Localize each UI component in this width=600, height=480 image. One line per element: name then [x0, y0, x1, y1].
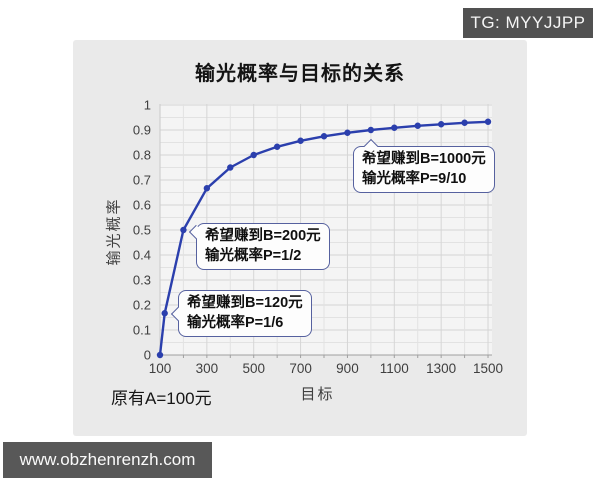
chart-title: 输光概率与目标的关系 [195, 63, 405, 85]
annotation-callout-b120: 希望赚到B=120元 输光概率P=1/6 [170, 290, 312, 337]
initial-amount-label: 原有A=100元 [111, 389, 212, 408]
annotation-callout-b1000: 希望赚到B=1000元 输光概率P=9/10 [353, 138, 495, 193]
annotation-line: 输光概率P=1/6 [187, 315, 284, 331]
tg-badge: TG: MYYJJPP [463, 8, 593, 38]
x-axis-label: 目标 [300, 386, 335, 403]
annotation-line: 输光概率P=9/10 [362, 171, 467, 187]
watermark-badge: www.obzhenrenzh.com [3, 442, 212, 478]
annotation-line: 希望赚到B=200元 [205, 228, 321, 244]
y-axis-label: 输光概率 [105, 197, 123, 266]
annotation-line: 希望赚到B=120元 [187, 295, 303, 311]
annotation-line: 希望赚到B=1000元 [362, 151, 486, 167]
annotation-line: 输光概率P=1/2 [205, 248, 302, 264]
annotation-callout-b200: 希望赚到B=200元 输光概率P=1/2 [188, 223, 330, 270]
